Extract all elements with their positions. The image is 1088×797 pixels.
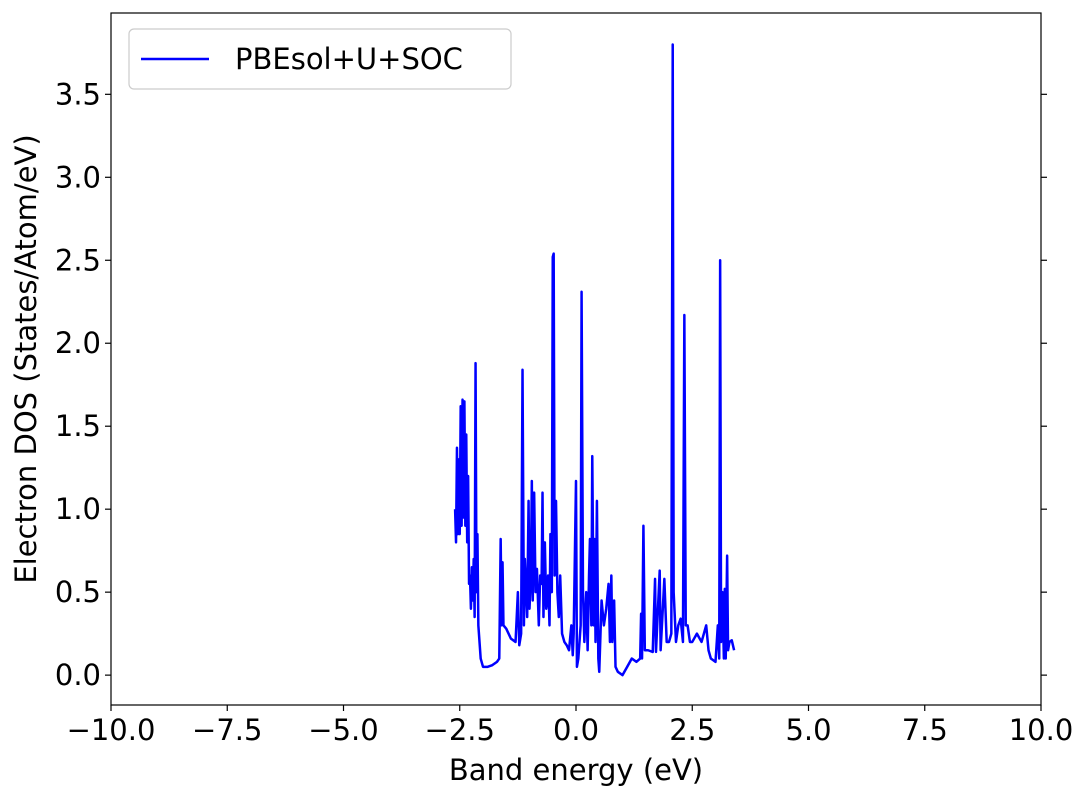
x-tick-label: −2.5 — [425, 713, 495, 747]
legend-box — [128, 28, 512, 90]
x-tick-label: −5.0 — [308, 713, 378, 747]
y-tick-label: 2.5 — [55, 243, 101, 277]
legend: PBEsol+U+SOC — [128, 28, 512, 90]
x-tick-label: 7.5 — [902, 713, 948, 747]
y-tick-label: 3.5 — [55, 77, 101, 111]
x-tick-label: 5.0 — [785, 713, 831, 747]
x-tick-label: 10.0 — [1009, 713, 1074, 747]
x-tick-label: −10.0 — [67, 713, 156, 747]
y-tick-label: 1.5 — [55, 409, 101, 443]
x-tick-label: 0.0 — [553, 713, 599, 747]
y-axis-label: Electron DOS (States/Atom/eV) — [9, 134, 43, 583]
y-tick-label: 1.0 — [55, 492, 101, 526]
y-tick-label: 2.0 — [55, 326, 101, 360]
y-tick-label: 0.5 — [55, 575, 101, 609]
data-line — [453, 43, 736, 677]
x-tick-label: 2.5 — [669, 713, 715, 747]
legend-label: PBEsol+U+SOC — [235, 42, 463, 76]
x-axis-label: Band energy (eV) — [449, 753, 703, 787]
x-tick-label: −7.5 — [192, 713, 262, 747]
y-tick-label: 0.0 — [55, 658, 101, 692]
y-tick-label: 3.0 — [55, 160, 101, 194]
